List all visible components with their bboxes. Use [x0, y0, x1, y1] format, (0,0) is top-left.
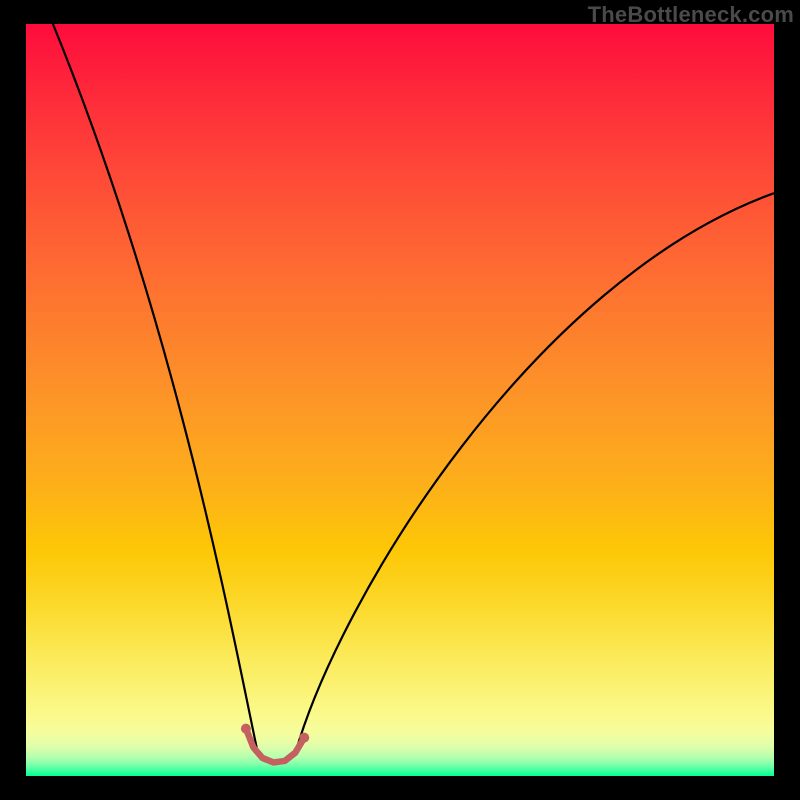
optimal-range-start-dot — [241, 724, 251, 734]
chart-background — [26, 24, 774, 776]
optimal-range-end-dot — [299, 733, 309, 743]
watermark-text: TheBottleneck.com — [588, 2, 794, 28]
bottleneck-chart-svg — [26, 24, 774, 776]
bottleneck-chart — [26, 24, 774, 776]
